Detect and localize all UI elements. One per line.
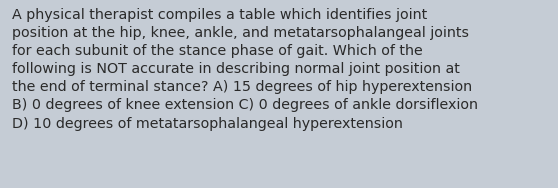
Text: A physical therapist compiles a table which identifies joint
position at the hip: A physical therapist compiles a table wh… [12, 8, 478, 131]
